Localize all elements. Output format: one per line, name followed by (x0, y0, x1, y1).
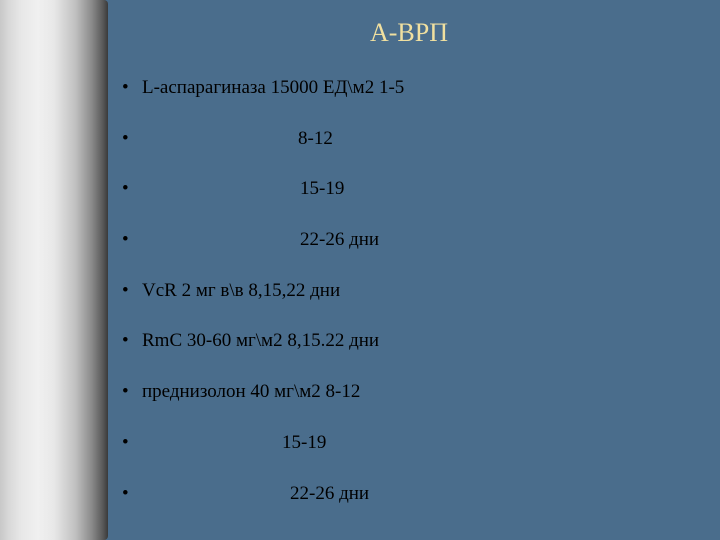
decorative-left-band (0, 0, 108, 540)
slide-content: А-ВРП L-аспарагиназа 15000 ЕД\м2 1-5 8-1… (108, 0, 720, 540)
list-item: 8-12 (118, 127, 700, 152)
list-item: VcR 2 мг в\в 8,15,22 дни (118, 279, 700, 304)
list-item: 15-19 (118, 177, 700, 202)
bullet-text: преднизолон 40 мг\м2 8-12 (142, 380, 360, 405)
bullet-text: VcR 2 мг в\в 8,15,22 дни (142, 279, 340, 304)
bullet-text: 15-19 (142, 431, 326, 456)
bullet-text: L-аспарагиназа 15000 ЕД\м2 1-5 (142, 76, 404, 101)
slide-title: А-ВРП (118, 18, 700, 48)
list-item: преднизолон 40 мг\м2 8-12 (118, 380, 700, 405)
bullet-list: L-аспарагиназа 15000 ЕД\м2 1-5 8-12 15-1… (118, 76, 700, 506)
bullet-text: 8-12 (142, 127, 333, 152)
bullet-text: 15-19 (142, 177, 344, 202)
list-item: RmC 30-60 мг\м2 8,15.22 дни (118, 329, 700, 354)
list-item: 22-26 дни (118, 482, 700, 507)
list-item: 15-19 (118, 431, 700, 456)
list-item: 22-26 дни (118, 228, 700, 253)
bullet-text: 22-26 дни (142, 482, 369, 507)
list-item: L-аспарагиназа 15000 ЕД\м2 1-5 (118, 76, 700, 101)
bullet-text: 22-26 дни (142, 228, 379, 253)
bullet-text: RmC 30-60 мг\м2 8,15.22 дни (142, 329, 379, 354)
